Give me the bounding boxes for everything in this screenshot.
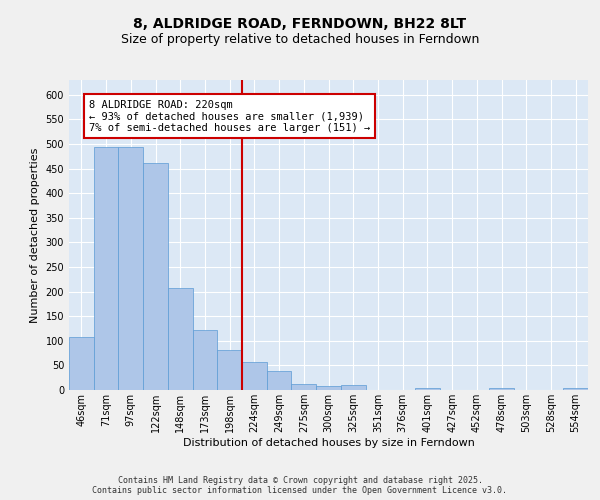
- X-axis label: Distribution of detached houses by size in Ferndown: Distribution of detached houses by size …: [182, 438, 475, 448]
- Y-axis label: Number of detached properties: Number of detached properties: [30, 148, 40, 322]
- Bar: [415, 388, 440, 390]
- Bar: [341, 384, 365, 390]
- Bar: [489, 388, 514, 390]
- Text: 8, ALDRIDGE ROAD, FERNDOWN, BH22 8LT: 8, ALDRIDGE ROAD, FERNDOWN, BH22 8LT: [133, 18, 467, 32]
- Bar: [69, 338, 94, 390]
- Text: 8 ALDRIDGE ROAD: 220sqm
← 93% of detached houses are smaller (1,939)
7% of semi-: 8 ALDRIDGE ROAD: 220sqm ← 93% of detache…: [89, 100, 370, 133]
- Bar: [168, 288, 193, 390]
- Text: Contains HM Land Registry data © Crown copyright and database right 2025.
Contai: Contains HM Land Registry data © Crown c…: [92, 476, 508, 495]
- Bar: [563, 388, 588, 390]
- Bar: [118, 148, 143, 390]
- Bar: [217, 350, 242, 390]
- Bar: [94, 148, 118, 390]
- Bar: [267, 372, 292, 390]
- Bar: [193, 330, 217, 390]
- Bar: [316, 386, 341, 390]
- Bar: [242, 362, 267, 390]
- Bar: [292, 384, 316, 390]
- Bar: [143, 163, 168, 390]
- Text: Size of property relative to detached houses in Ferndown: Size of property relative to detached ho…: [121, 32, 479, 46]
